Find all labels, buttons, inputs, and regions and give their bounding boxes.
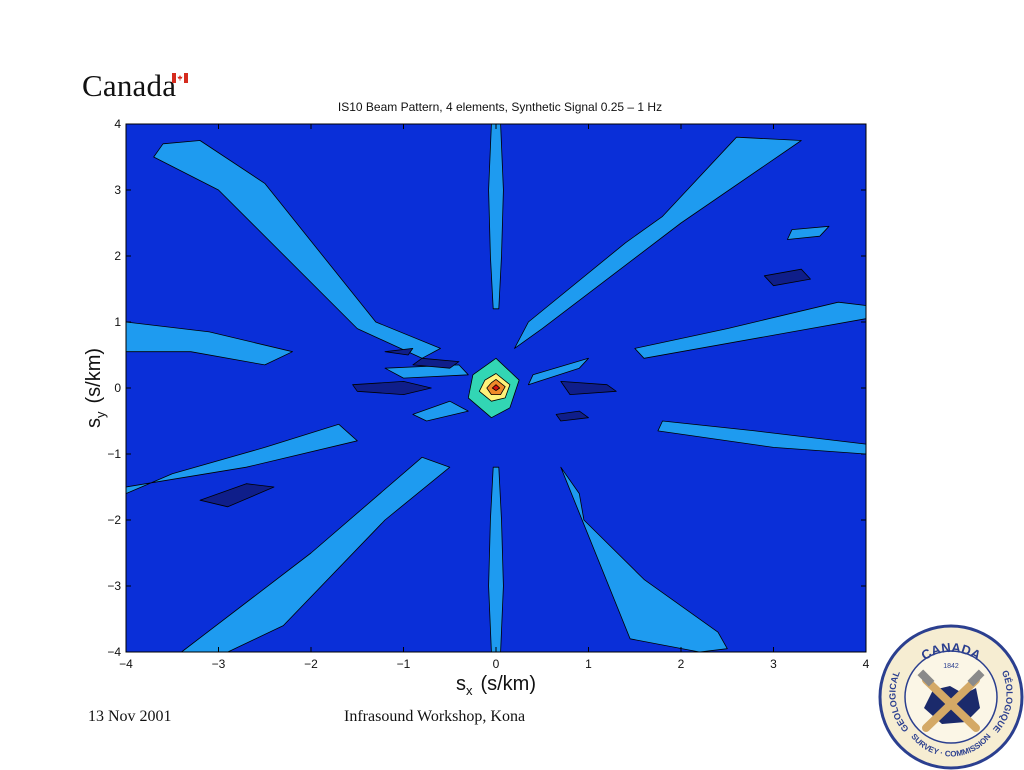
side-lobes [125, 123, 867, 653]
x-tick-label: 1 [585, 657, 592, 671]
y-axis-label: sy(s/km) [83, 348, 108, 428]
x-tick-label: 0 [493, 657, 500, 671]
y-tick-label: 2 [114, 249, 121, 263]
lobe-side-lobe-0 [153, 140, 441, 359]
y-tick-label: 0 [114, 381, 121, 395]
footer-event: Infrasound Workshop, Kona [344, 708, 526, 725]
y-tick-label: −2 [107, 513, 121, 527]
footer-date: 13 Nov 2001 [88, 708, 172, 725]
chart-title: IS10 Beam Pattern, 4 elements, Synthetic… [337, 100, 663, 114]
x-tick-label: 4 [863, 657, 870, 671]
y-tick-label: −3 [107, 579, 121, 593]
lobe-low-17 [560, 380, 617, 396]
seal-top-text: CANADA [919, 640, 985, 663]
x-axis-label: sx (s/km) [456, 673, 536, 698]
geological-survey-seal: CANADA 1842 GEOLOGICAL SURVEY · COMMISSI… [878, 624, 1024, 770]
x-tick-label: 3 [770, 657, 777, 671]
lobe-low-14 [384, 347, 414, 356]
y-tick-label: −1 [107, 447, 121, 461]
x-tick-label: −1 [397, 657, 411, 671]
lobe-side-lobe-9 [488, 466, 504, 653]
lobe-low-18 [555, 410, 589, 422]
x-tick-label: 2 [678, 657, 685, 671]
lobe-side-lobe-13 [787, 225, 830, 240]
lobe-low-15 [412, 357, 460, 369]
y-axis-ticks: −4 −3 −2 −1 0 1 2 3 4 [107, 117, 866, 659]
lobe-side-lobe-1 [514, 136, 802, 349]
lobe-side-lobe-11 [528, 357, 589, 386]
x-tick-label: −3 [212, 657, 226, 671]
lobe-low-16 [352, 380, 432, 396]
x-tick-label: −4 [119, 657, 133, 671]
main-lobe-contour-peak-3 [491, 384, 501, 392]
y-tick-label: 4 [114, 117, 121, 131]
x-tick-label: −2 [304, 657, 318, 671]
lobe-side-lobe-8 [488, 123, 504, 310]
y-tick-label: 3 [114, 183, 121, 197]
canada-flag-icon [172, 73, 188, 83]
y-tick-label: 1 [114, 315, 121, 329]
y-tick-label: −4 [107, 645, 121, 659]
lobe-side-lobe-12 [412, 400, 469, 422]
lobe-low-20 [763, 268, 811, 287]
canada-wordmark: Canada [82, 68, 177, 103]
main-lobe [467, 357, 520, 419]
lobe-side-lobe-6 [125, 423, 358, 495]
seal-year: 1842 [943, 663, 959, 670]
lobe-low-19 [199, 483, 275, 508]
x-axis-ticks: −4 −3 −2 −1 0 1 2 3 4 [119, 124, 870, 671]
